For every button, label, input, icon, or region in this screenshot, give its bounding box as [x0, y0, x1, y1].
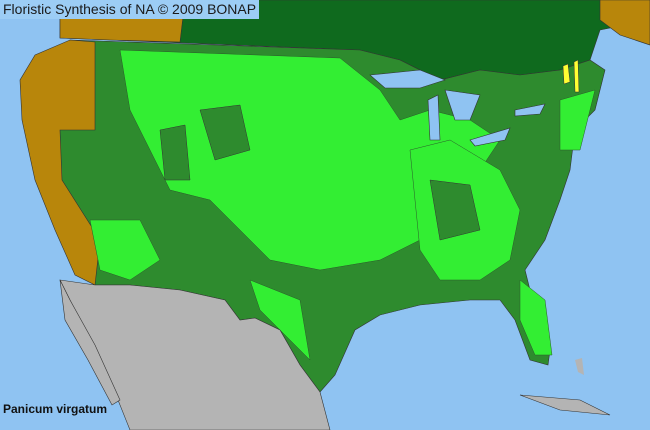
- cuba-region: [519, 394, 611, 416]
- west-coast-region: [19, 39, 101, 286]
- bahamas-region: [575, 358, 584, 375]
- maritimes-region: [599, 0, 650, 46]
- rare-counties: [562, 59, 580, 93]
- county-presence: [89, 49, 596, 361]
- map-title: Floristic Synthesis of NA © 2009 BONAP: [0, 0, 260, 19]
- baja-region: [59, 279, 121, 406]
- great-lakes: [369, 69, 546, 147]
- state-presence-patches: [159, 104, 481, 241]
- species-label: Panicum virgatum: [3, 402, 108, 416]
